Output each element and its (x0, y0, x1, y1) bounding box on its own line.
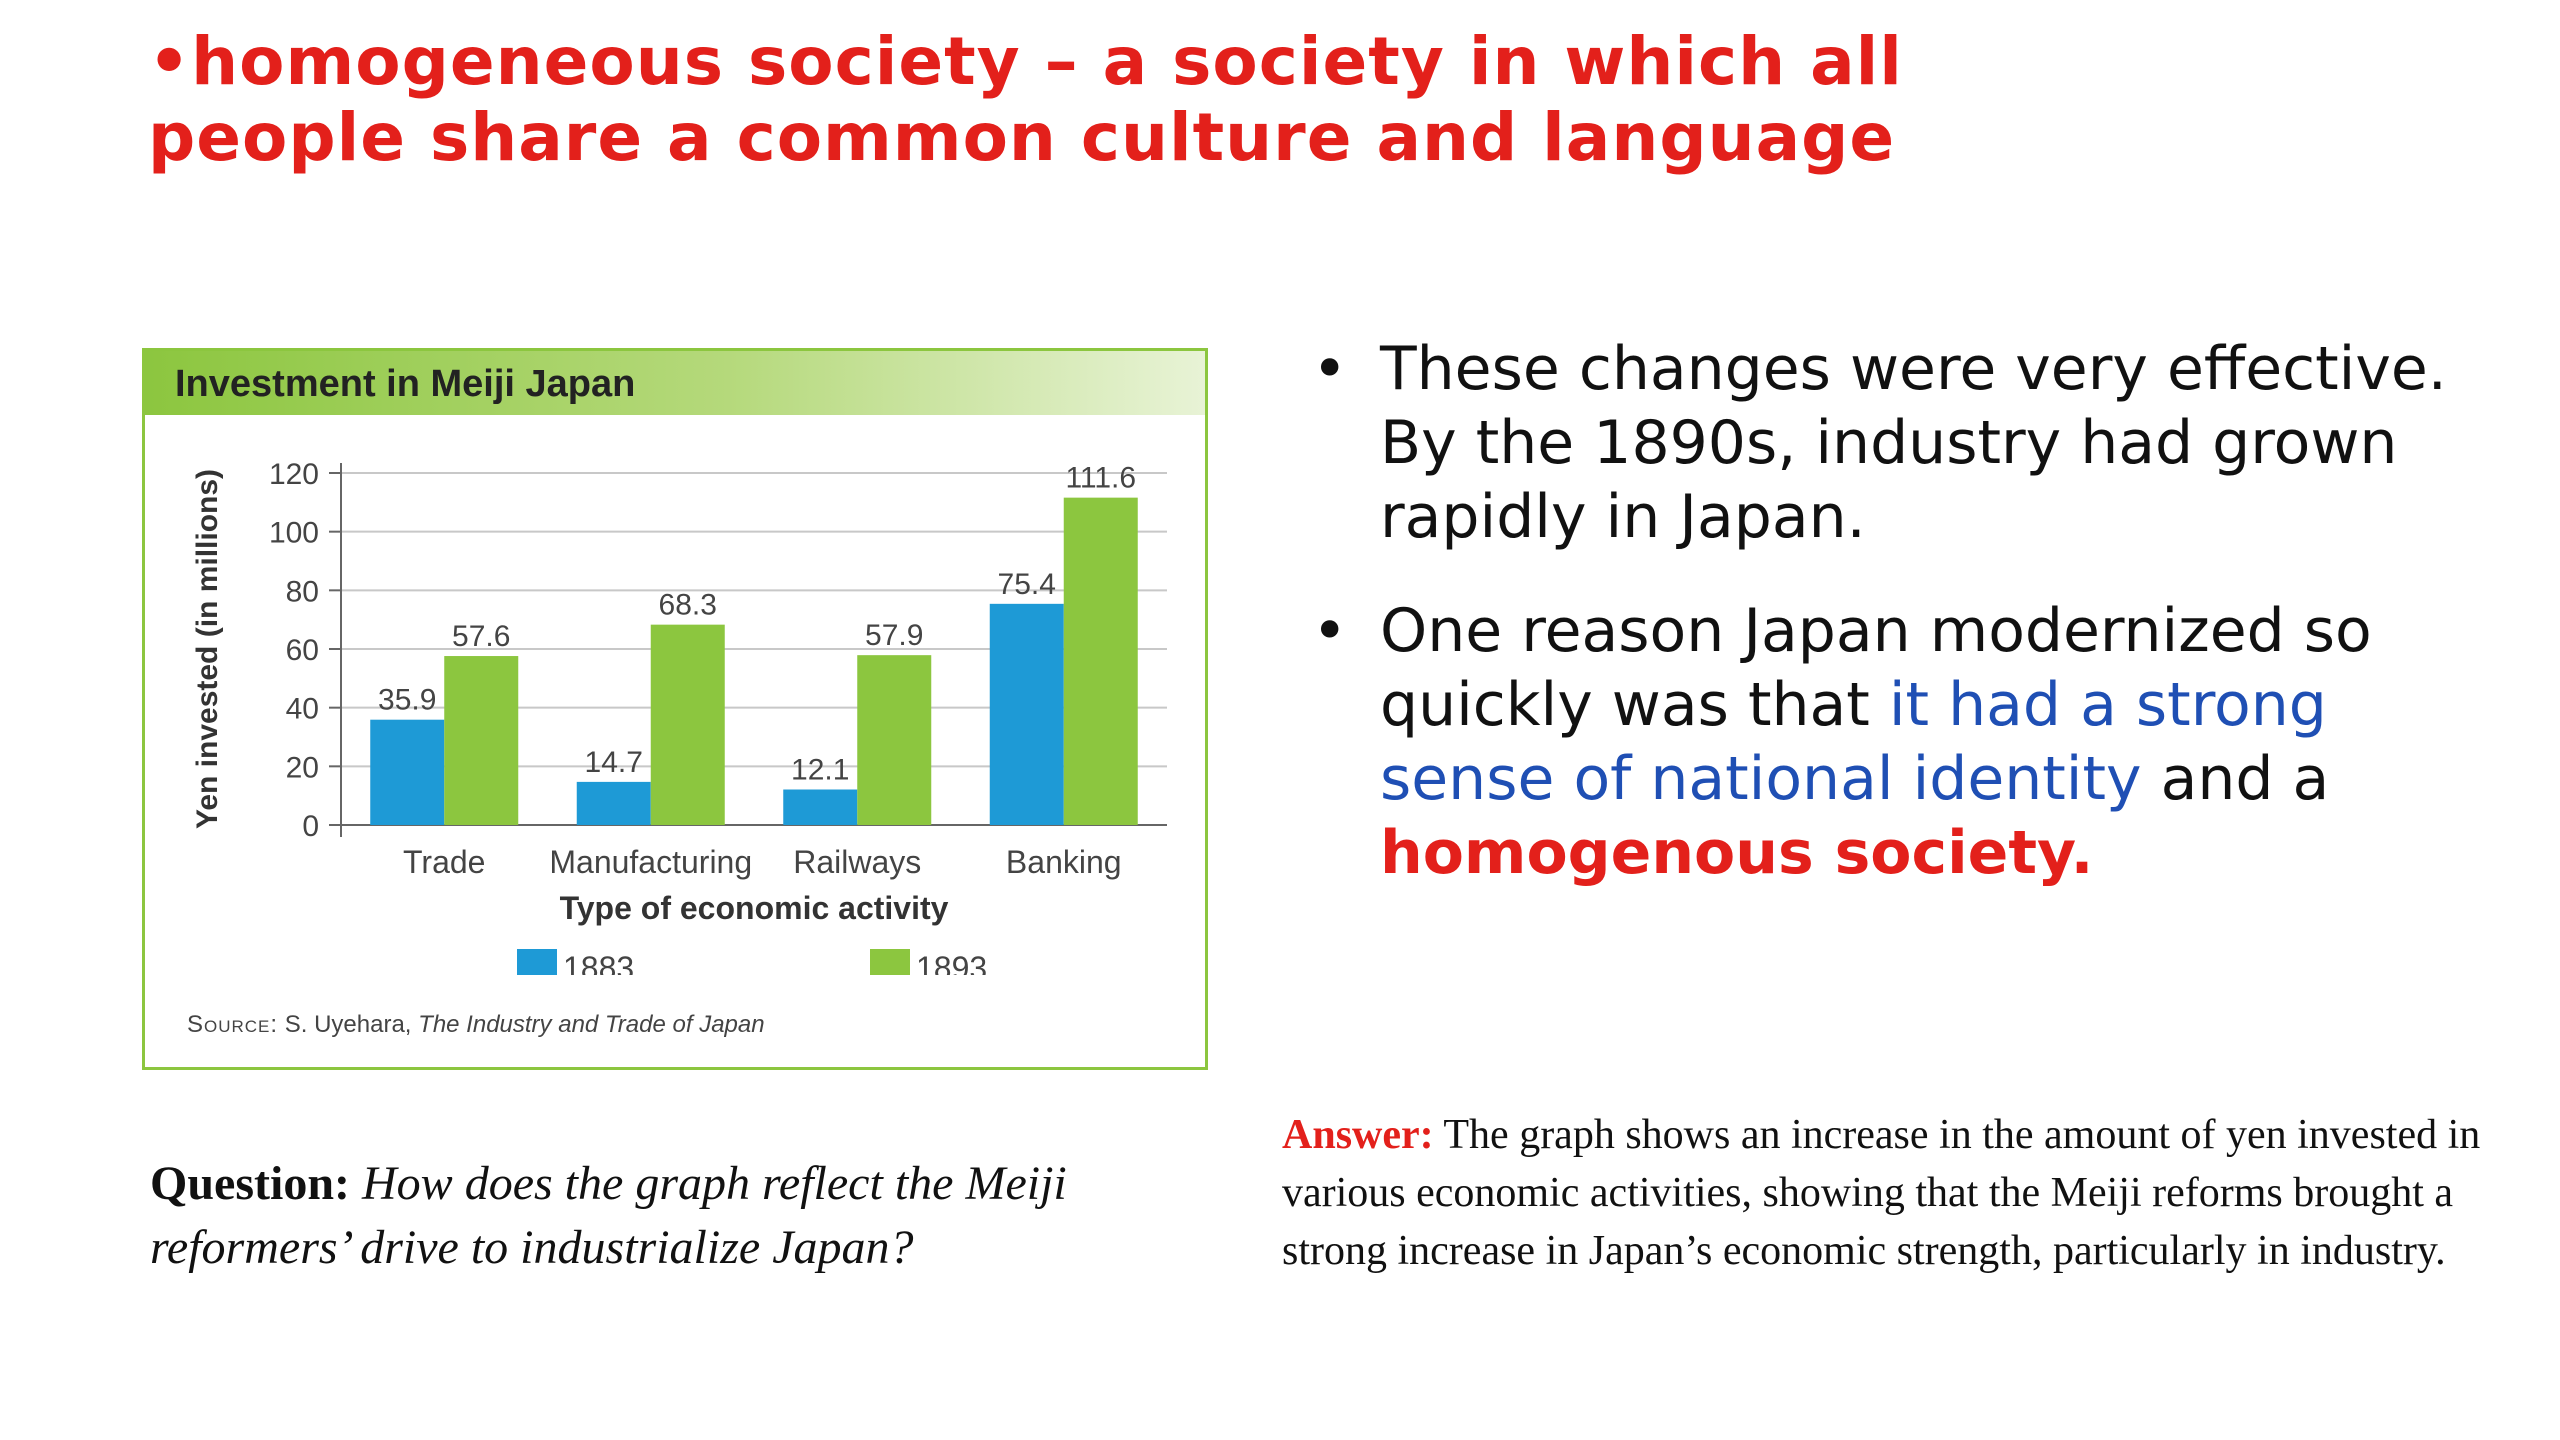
y-tick-label: 0 (302, 810, 319, 843)
data-label: 57.9 (865, 619, 923, 652)
bar-1883 (576, 781, 651, 825)
data-label: 14.7 (585, 746, 643, 779)
answer-block: Answer: The graph shows an increase in t… (1282, 1106, 2482, 1280)
source-label: Source: (187, 1011, 279, 1038)
y-tick-label: 20 (286, 751, 319, 784)
bar-1893 (1063, 497, 1138, 825)
question-block: Question: How does the graph reflect the… (150, 1152, 1210, 1280)
data-label: 57.6 (452, 620, 510, 653)
bar-chart: 0 20 40 60 80 100 120 Yen invested (in millions… (191, 458, 1167, 975)
bullet-item-1: • These changes were very effective. By … (1310, 332, 2510, 554)
chart-title: Investment in Meiji Japan (175, 363, 636, 405)
bar-1893 (650, 624, 725, 825)
x-axis-title: Type of economic activity (560, 890, 949, 926)
data-label: 111.6 (1065, 462, 1136, 495)
bar-1893 (857, 655, 932, 825)
answer-label: Answer: (1282, 1112, 1434, 1158)
source-author: S. Uyehara, (284, 1011, 412, 1038)
x-tick-label: Manufacturing (549, 844, 752, 880)
y-tick-label: 100 (269, 517, 319, 550)
data-label: 35.9 (378, 684, 436, 717)
question-label: Question: (150, 1157, 351, 1210)
headline-line-2: people share a common culture and langua… (148, 99, 1896, 176)
bar-1883 (783, 789, 858, 825)
x-tick-label: Trade (403, 844, 485, 880)
bar-1883 (989, 603, 1064, 825)
bullet-dot: • (1312, 596, 1348, 666)
y-tick-label: 60 (286, 634, 319, 667)
bullet-2-text: One reason Japan modernized so quickly w… (1380, 596, 2372, 740)
chart-source: Source: S. Uyehara, The Industry and Tra… (187, 1011, 765, 1039)
bullet-dot: • (1312, 334, 1348, 404)
x-tick-label: Banking (1006, 844, 1122, 880)
bullet-item-2: • One reason Japan modernized so quickly… (1310, 594, 2510, 890)
legend-swatch-1893 (870, 949, 910, 975)
bullet-2-connector: and a (2141, 744, 2330, 814)
bar-1883 (370, 719, 445, 825)
x-tick-label: Railways (793, 844, 921, 880)
bullet-2-highlight: it had a strong sense of national identi… (1380, 670, 2327, 814)
chart-panel: Investment in Meiji Japan 0 20 40 60 80 100 12… (142, 348, 1208, 1070)
headline-line-1: •homogeneous society – a society in whic… (148, 23, 1903, 100)
legend-swatch-1883 (517, 949, 557, 975)
legend-label: 1883 (563, 950, 634, 975)
bullet-2-emphasis: homogenous society. (1380, 818, 2094, 888)
y-tick-label: 120 (269, 458, 319, 491)
data-label: 68.3 (659, 589, 717, 622)
bullet-1-text: These changes were very effective. By th… (1380, 334, 2447, 552)
legend-label: 1893 (916, 950, 987, 975)
answer-text: The graph shows an increase in the amoun… (1282, 1112, 2481, 1274)
chart-header-band: Investment in Meiji Japan (145, 351, 1205, 415)
bar-1893 (444, 656, 519, 825)
y-tick-label: 40 (286, 693, 319, 726)
data-label: 12.1 (791, 754, 849, 787)
slide-headline: •homogeneous society – a society in whic… (148, 24, 2448, 176)
bullet-list: • These changes were very effective. By … (1310, 332, 2510, 930)
y-axis-title: Yen invested (in millions) (191, 469, 224, 829)
y-tick-label: 80 (286, 575, 319, 608)
source-title: The Industry and Trade of Japan (418, 1011, 765, 1038)
data-label: 75.4 (998, 568, 1056, 601)
question-text: How does the graph reflect the Meiji ref… (150, 1157, 1067, 1274)
